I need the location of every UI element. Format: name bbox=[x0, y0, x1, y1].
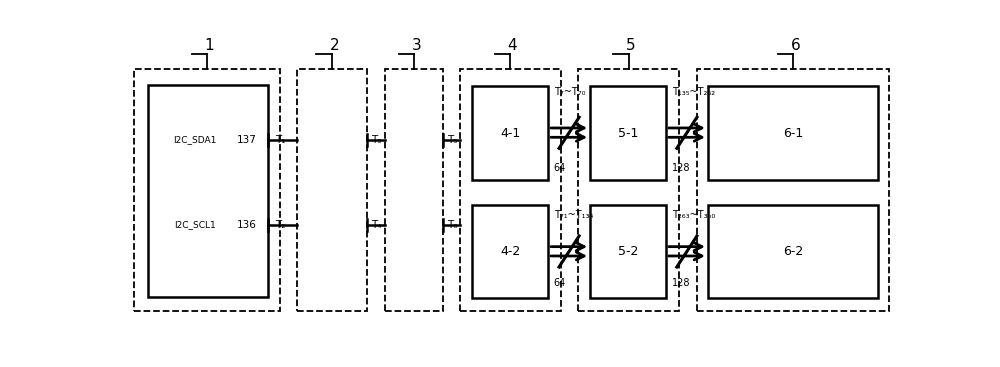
Bar bbox=[148, 85, 268, 297]
Text: 1: 1 bbox=[205, 37, 214, 52]
Text: 6-2: 6-2 bbox=[783, 245, 803, 258]
Text: T₅: T₅ bbox=[447, 135, 458, 145]
Text: T₆: T₆ bbox=[447, 220, 458, 230]
Text: 2: 2 bbox=[329, 37, 339, 52]
Text: 3: 3 bbox=[412, 37, 421, 52]
Text: I2C_SDA1: I2C_SDA1 bbox=[173, 136, 216, 145]
Text: T₃: T₃ bbox=[371, 135, 382, 145]
Text: 6: 6 bbox=[790, 37, 800, 52]
Text: T₁: T₁ bbox=[275, 135, 285, 145]
Bar bbox=[578, 69, 679, 311]
Bar bbox=[472, 205, 548, 298]
Bar bbox=[697, 69, 889, 311]
Text: 137: 137 bbox=[237, 135, 257, 145]
Text: 64: 64 bbox=[554, 163, 566, 173]
Text: T₄: T₄ bbox=[371, 220, 382, 230]
Text: T₇₁~T₁₃₄: T₇₁~T₁₃₄ bbox=[554, 210, 593, 220]
Text: 4-1: 4-1 bbox=[500, 127, 520, 139]
Bar bbox=[297, 69, 367, 311]
Text: 128: 128 bbox=[672, 278, 691, 288]
Text: 4: 4 bbox=[508, 37, 517, 52]
Text: 64: 64 bbox=[554, 278, 566, 288]
Text: T₇~T₇₀: T₇~T₇₀ bbox=[554, 87, 585, 97]
Text: 5: 5 bbox=[626, 37, 636, 52]
Text: 5-2: 5-2 bbox=[618, 245, 638, 258]
Text: 5-1: 5-1 bbox=[618, 127, 638, 139]
Bar bbox=[590, 87, 666, 180]
Bar bbox=[590, 205, 666, 298]
Bar bbox=[460, 69, 561, 311]
Bar bbox=[708, 87, 878, 180]
Text: T₂₆₃~T₃ₙ₀: T₂₆₃~T₃ₙ₀ bbox=[672, 210, 716, 220]
Text: 6-1: 6-1 bbox=[783, 127, 803, 139]
Text: 128: 128 bbox=[672, 163, 691, 173]
Text: I2C_SCL1: I2C_SCL1 bbox=[174, 221, 216, 229]
Text: 136: 136 bbox=[237, 220, 257, 230]
Bar bbox=[134, 69, 280, 311]
Text: 4-2: 4-2 bbox=[500, 245, 520, 258]
Text: T₂: T₂ bbox=[275, 220, 285, 230]
Bar bbox=[385, 69, 443, 311]
Text: T₁₃₅~T₂₆₂: T₁₃₅~T₂₆₂ bbox=[672, 87, 715, 97]
Bar bbox=[708, 205, 878, 298]
Bar bbox=[472, 87, 548, 180]
